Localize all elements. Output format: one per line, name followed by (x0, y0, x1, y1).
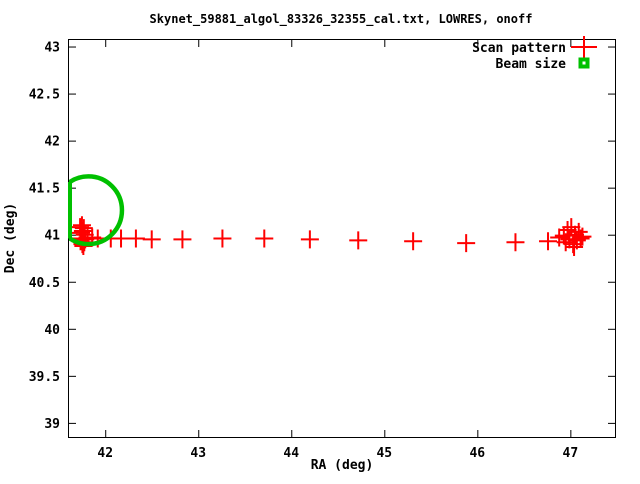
scan-point-marker (142, 230, 161, 249)
legend-marker-scan-pattern-plus-icon (571, 36, 597, 58)
x-tick-label: 47 (563, 446, 579, 461)
plot-title: Skynet_59881_algol_83326_32355_cal.txt, … (150, 12, 533, 27)
scan-point-marker (558, 221, 577, 240)
y-tick-label: 42.5 (29, 88, 60, 103)
scan-point-marker (571, 229, 590, 248)
tick-label-layer: 42 43 44 45 46 47 39 39.5 40 40.5 41 41.5 42 42.5 43 (29, 41, 578, 461)
scan-point-marker (213, 229, 232, 248)
scan-point-marker (556, 233, 575, 252)
scan-point-marker (562, 218, 581, 237)
scan-point-marker (573, 227, 592, 246)
x-tick-label: 45 (376, 446, 392, 461)
y-tick-label: 41.5 (29, 182, 60, 197)
scan-point-marker (349, 231, 368, 250)
scan-point-marker (255, 229, 274, 248)
scan-point-marker (300, 230, 319, 249)
data-layer (68, 174, 592, 256)
legend: Scan pattern Beam size (472, 36, 597, 72)
scan-point-marker (404, 232, 423, 251)
y-tick-label: 42 (44, 135, 60, 150)
beam-size-circle (69, 174, 125, 247)
y-tick-label: 39 (44, 417, 60, 432)
y-tick-label: 41 (44, 229, 60, 244)
scan-point-marker (539, 232, 558, 251)
x-tick-label: 46 (469, 446, 485, 461)
y-tick-label: 40.5 (29, 276, 60, 291)
legend-label-scan-pattern: Scan pattern (472, 41, 566, 56)
scan-point-marker (506, 233, 525, 252)
x-axis-label: RA (deg) (311, 458, 374, 473)
x-tick-label: 44 (283, 446, 299, 461)
legend-marker-beam-size-square-icon (578, 57, 590, 69)
y-tick-label: 39.5 (29, 370, 60, 385)
scan-point-marker (126, 229, 145, 248)
x-tick-label: 42 (97, 446, 113, 461)
y-tick-label: 40 (44, 323, 60, 338)
scan-point-marker (173, 230, 192, 249)
x-tick-label: 43 (190, 446, 206, 461)
legend-label-beam-size: Beam size (496, 57, 567, 72)
scan-point-marker (457, 234, 476, 253)
y-tick-label: 43 (44, 41, 60, 56)
y-axis-label: Dec (deg) (3, 203, 18, 273)
